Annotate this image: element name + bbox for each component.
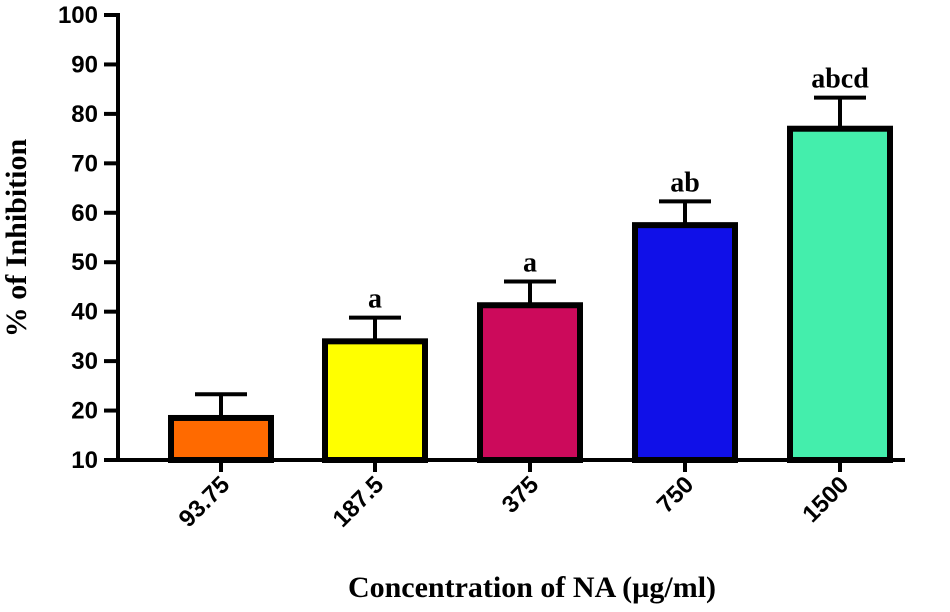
bar-750 [632, 222, 738, 463]
x-tick-label: 187.5 [328, 471, 390, 533]
x-axis-ticks: 93.75 187.5 375 750 1500 [174, 460, 854, 533]
y-tick-label: 100 [58, 2, 98, 29]
y-tick-label: 50 [71, 249, 98, 276]
y-tick-label: 10 [71, 447, 98, 474]
bar-187.5 [322, 338, 428, 464]
y-tick-label: 40 [71, 299, 98, 326]
significance-label: ab [670, 167, 700, 198]
x-tick-label: 750 [652, 471, 699, 518]
x-axis-title: Concentration of NA (µg/ml) [348, 571, 716, 604]
y-tick-label: 30 [71, 348, 98, 375]
bars: a a ab abcd [168, 64, 893, 464]
significance-label: a [368, 284, 382, 315]
x-tick-label: 375 [497, 471, 544, 518]
y-tick-label: 90 [71, 51, 98, 78]
y-axis-ticks: 10 20 30 40 50 60 70 80 90 100 [58, 2, 118, 474]
x-tick-label: 93.75 [174, 471, 236, 533]
y-axis-title: % of Inhibition [0, 138, 33, 337]
y-tick-label: 70 [71, 150, 98, 177]
x-tick-label: 1500 [797, 471, 854, 528]
significance-label: a [523, 248, 537, 279]
significance-label: abcd [811, 64, 869, 95]
y-tick-label: 80 [71, 101, 98, 128]
y-tick-label: 60 [71, 200, 98, 227]
y-tick-label: 20 [71, 398, 98, 425]
bar-93.75 [168, 414, 274, 464]
bar-375 [477, 302, 583, 463]
bar-1500 [787, 125, 893, 463]
